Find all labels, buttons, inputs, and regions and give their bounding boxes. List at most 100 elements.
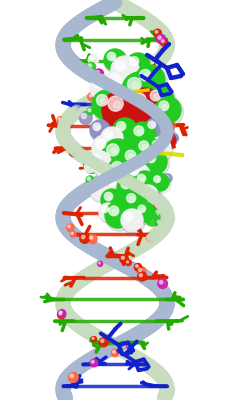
Ellipse shape [102, 140, 137, 175]
Circle shape [112, 212, 121, 222]
Ellipse shape [102, 91, 146, 135]
Circle shape [154, 176, 161, 182]
Circle shape [146, 86, 174, 114]
Circle shape [155, 150, 164, 159]
Circle shape [133, 93, 146, 106]
Circle shape [127, 261, 129, 263]
Circle shape [126, 132, 139, 146]
Circle shape [151, 199, 153, 201]
Circle shape [69, 56, 71, 58]
Circle shape [87, 62, 96, 72]
Circle shape [123, 74, 131, 82]
Circle shape [145, 118, 165, 138]
Circle shape [146, 213, 159, 226]
Circle shape [165, 175, 168, 179]
Circle shape [88, 109, 91, 112]
Circle shape [108, 119, 111, 122]
Circle shape [154, 210, 159, 216]
Circle shape [87, 162, 92, 168]
Circle shape [96, 162, 99, 165]
Circle shape [115, 159, 124, 167]
Circle shape [98, 261, 103, 266]
Circle shape [107, 52, 116, 61]
Circle shape [95, 157, 99, 161]
Circle shape [135, 65, 165, 95]
Circle shape [113, 122, 116, 125]
Ellipse shape [99, 204, 119, 223]
Circle shape [59, 121, 61, 123]
Circle shape [102, 78, 110, 87]
Circle shape [121, 209, 143, 231]
Circle shape [101, 127, 123, 149]
Circle shape [80, 234, 89, 243]
Circle shape [91, 90, 99, 97]
Circle shape [127, 210, 131, 214]
Circle shape [152, 208, 165, 221]
Circle shape [115, 60, 126, 71]
Ellipse shape [146, 87, 177, 118]
Ellipse shape [90, 76, 119, 104]
Circle shape [111, 174, 118, 181]
Circle shape [88, 93, 96, 101]
Circle shape [137, 267, 146, 276]
Circle shape [134, 201, 137, 204]
Circle shape [139, 268, 142, 271]
Circle shape [137, 174, 146, 183]
Circle shape [126, 53, 150, 77]
Circle shape [102, 90, 142, 130]
Circle shape [115, 200, 127, 212]
Circle shape [161, 107, 173, 119]
Circle shape [106, 112, 116, 122]
Circle shape [104, 171, 107, 174]
Circle shape [120, 255, 129, 263]
Circle shape [113, 350, 115, 353]
Circle shape [57, 117, 63, 123]
Circle shape [154, 29, 161, 37]
Circle shape [84, 161, 96, 172]
Circle shape [150, 157, 154, 161]
Circle shape [66, 224, 74, 232]
Circle shape [112, 180, 125, 192]
Circle shape [94, 160, 104, 169]
Circle shape [89, 151, 111, 173]
Circle shape [114, 182, 119, 187]
Ellipse shape [151, 174, 171, 193]
Circle shape [141, 76, 150, 84]
Circle shape [98, 165, 118, 185]
Ellipse shape [117, 176, 146, 204]
Circle shape [105, 120, 116, 130]
Circle shape [129, 120, 137, 128]
Circle shape [170, 135, 174, 138]
Ellipse shape [107, 158, 140, 191]
Circle shape [102, 206, 109, 212]
Circle shape [130, 197, 134, 201]
Circle shape [94, 69, 104, 78]
Circle shape [148, 121, 156, 129]
Circle shape [99, 262, 100, 264]
Circle shape [112, 121, 119, 128]
Circle shape [157, 220, 160, 224]
Circle shape [133, 200, 140, 207]
Ellipse shape [121, 147, 152, 178]
Circle shape [92, 154, 101, 163]
Circle shape [150, 198, 156, 204]
Circle shape [70, 231, 76, 237]
Circle shape [147, 154, 156, 163]
Circle shape [155, 97, 181, 123]
Circle shape [88, 64, 92, 68]
Circle shape [96, 126, 99, 129]
Circle shape [155, 126, 165, 136]
Circle shape [126, 163, 150, 187]
Ellipse shape [138, 186, 160, 208]
Circle shape [125, 150, 136, 161]
Circle shape [111, 56, 139, 84]
Circle shape [164, 134, 176, 146]
Circle shape [168, 123, 171, 126]
Circle shape [68, 372, 78, 382]
Circle shape [162, 215, 167, 220]
Circle shape [156, 178, 159, 181]
Ellipse shape [135, 202, 157, 224]
Circle shape [102, 139, 134, 171]
Circle shape [151, 173, 169, 191]
Ellipse shape [92, 91, 125, 124]
